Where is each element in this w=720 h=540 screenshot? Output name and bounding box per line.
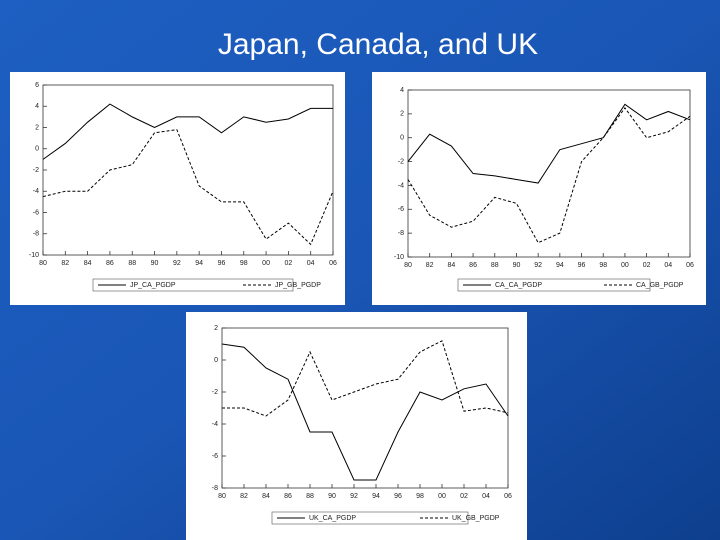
- legend-label: JP_CA_PGDP: [130, 282, 176, 289]
- y-tick-label: -4: [212, 421, 218, 428]
- y-tick-label: 2: [400, 111, 404, 118]
- x-tick-label: 94: [195, 260, 203, 267]
- legend-frame: [271, 511, 469, 525]
- x-tick-label: 84: [447, 262, 455, 269]
- x-tick-label: 90: [328, 493, 336, 500]
- legend-label: CA_CA_PGDP: [495, 282, 542, 289]
- x-tick-label: 84: [262, 493, 270, 500]
- x-tick-label: 88: [306, 493, 314, 500]
- legend-label: CA_GB_PGDP: [636, 282, 684, 289]
- plot-frame: [407, 89, 691, 258]
- y-tick-label: 4: [400, 87, 404, 94]
- y-tick-label: -10: [29, 252, 39, 259]
- y-tick-label: 4: [35, 103, 39, 110]
- x-tick-label: 02: [460, 493, 468, 500]
- x-tick-label: 96: [394, 493, 402, 500]
- legend-label: UK_GB_PGDP: [452, 515, 500, 522]
- y-tick-label: -2: [33, 167, 39, 174]
- y-tick-label: -4: [33, 188, 39, 195]
- y-tick-label: -4: [398, 182, 404, 189]
- x-tick-label: 02: [284, 260, 292, 267]
- x-tick-label: 98: [240, 260, 248, 267]
- panel: [186, 312, 527, 540]
- y-tick-label: 0: [400, 135, 404, 142]
- legend-frame: [92, 278, 294, 292]
- x-tick-label: 96: [218, 260, 226, 267]
- x-tick-label: 86: [106, 260, 114, 267]
- y-tick-label: -6: [398, 206, 404, 213]
- y-tick-label: -8: [398, 230, 404, 237]
- y-tick-label: 6: [35, 82, 39, 89]
- x-tick-label: 80: [218, 493, 226, 500]
- legend-label: UK_CA_PGDP: [309, 515, 356, 522]
- series-line: [221, 343, 509, 481]
- y-tick-label: -10: [394, 254, 404, 261]
- series-line: [42, 103, 333, 160]
- y-tick-label: 0: [35, 146, 39, 153]
- x-tick-label: 02: [643, 262, 651, 269]
- legend-label: JP_GB_PGDP: [275, 282, 321, 289]
- x-tick-label: 86: [284, 493, 292, 500]
- slide-title: Japan, Canada, and UK: [218, 28, 538, 61]
- y-tick-label: -2: [398, 158, 404, 165]
- legend-frame: [457, 278, 651, 292]
- x-tick-label: 06: [329, 260, 337, 267]
- x-tick-label: 04: [664, 262, 672, 269]
- x-tick-label: 94: [372, 493, 380, 500]
- x-tick-label: 06: [504, 493, 512, 500]
- x-tick-label: 98: [416, 493, 424, 500]
- x-tick-label: 04: [482, 493, 490, 500]
- y-tick-label: 2: [214, 325, 218, 332]
- x-tick-label: 88: [491, 262, 499, 269]
- y-tick-label: -6: [33, 209, 39, 216]
- series-line: [407, 107, 691, 244]
- x-tick-label: 88: [128, 260, 136, 267]
- x-tick-label: 86: [469, 262, 477, 269]
- series-line: [42, 129, 334, 246]
- x-tick-label: 90: [513, 262, 521, 269]
- x-tick-label: 92: [534, 262, 542, 269]
- y-tick-label: -6: [212, 453, 218, 460]
- panel: [10, 72, 345, 305]
- x-tick-label: 96: [578, 262, 586, 269]
- x-tick-label: 94: [556, 262, 564, 269]
- x-tick-label: 00: [438, 493, 446, 500]
- x-tick-label: 80: [404, 262, 412, 269]
- y-tick-label: -8: [33, 231, 39, 238]
- y-tick-label: 0: [214, 357, 218, 364]
- x-tick-label: 82: [240, 493, 248, 500]
- y-tick-label: -2: [212, 389, 218, 396]
- x-tick-label: 98: [599, 262, 607, 269]
- x-tick-label: 90: [151, 260, 159, 267]
- x-tick-label: 84: [84, 260, 92, 267]
- series-line: [407, 103, 691, 184]
- x-tick-label: 00: [621, 262, 629, 269]
- x-tick-label: 92: [173, 260, 181, 267]
- x-tick-label: 82: [426, 262, 434, 269]
- x-tick-label: 82: [61, 260, 69, 267]
- panel: [372, 72, 706, 305]
- y-tick-label: -8: [212, 485, 218, 492]
- x-tick-label: 04: [307, 260, 315, 267]
- x-tick-label: 00: [262, 260, 270, 267]
- x-tick-label: 06: [686, 262, 694, 269]
- y-tick-label: 2: [35, 124, 39, 131]
- x-tick-label: 80: [39, 260, 47, 267]
- x-tick-label: 92: [350, 493, 358, 500]
